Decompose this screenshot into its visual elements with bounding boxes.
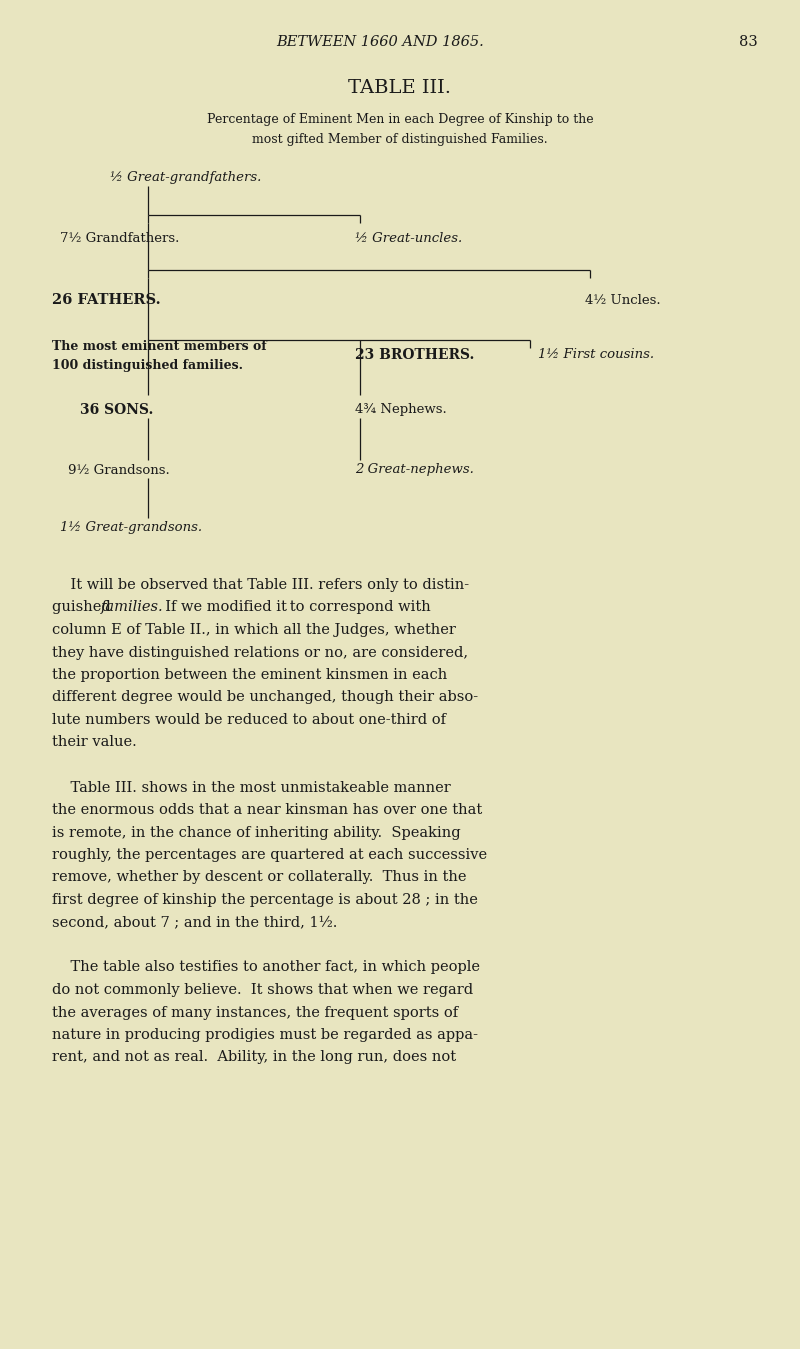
- Text: It will be observed that Table III. refers only to distin-: It will be observed that Table III. refe…: [52, 577, 469, 592]
- Text: the proportion between the eminent kinsmen in each: the proportion between the eminent kinsm…: [52, 668, 447, 683]
- Text: 2 Great-nephews.: 2 Great-nephews.: [355, 464, 474, 476]
- Text: ½ Great-uncles.: ½ Great-uncles.: [355, 232, 462, 244]
- Text: TABLE III.: TABLE III.: [349, 80, 451, 97]
- Text: rent, and not as real.  Ability, in the long run, does not: rent, and not as real. Ability, in the l…: [52, 1051, 456, 1064]
- Text: their value.: their value.: [52, 735, 137, 750]
- Text: BETWEEN 1660 AND 1865.: BETWEEN 1660 AND 1865.: [276, 35, 484, 49]
- Text: roughly, the percentages are quartered at each successive: roughly, the percentages are quartered a…: [52, 849, 487, 862]
- Text: Percentage of Eminent Men in each Degree of Kinship to the: Percentage of Eminent Men in each Degree…: [206, 113, 594, 127]
- Text: second, about 7 ; and in the third, 1½.: second, about 7 ; and in the third, 1½.: [52, 916, 338, 929]
- Text: families.: families.: [101, 600, 163, 615]
- Text: the enormous odds that a near kinsman has over one that: the enormous odds that a near kinsman ha…: [52, 803, 482, 817]
- Text: 4¾ Nephews.: 4¾ Nephews.: [355, 403, 446, 417]
- Text: ½ Great-grandfathers.: ½ Great-grandfathers.: [110, 171, 262, 185]
- Text: column E of Table II., in which all the Judges, whether: column E of Table II., in which all the …: [52, 623, 456, 637]
- Text: 9½ Grandsons.: 9½ Grandsons.: [68, 464, 170, 476]
- Text: Table III. shows in the most unmistakeable manner: Table III. shows in the most unmistakeab…: [52, 781, 450, 795]
- Text: If we modified it to correspond with: If we modified it to correspond with: [156, 600, 430, 615]
- Text: lute numbers would be reduced to about one-third of: lute numbers would be reduced to about o…: [52, 714, 446, 727]
- Text: remove, whether by descent or collaterally.  Thus in the: remove, whether by descent or collateral…: [52, 870, 466, 885]
- Text: 7½ Grandfathers.: 7½ Grandfathers.: [60, 232, 179, 244]
- Text: 1½ First cousins.: 1½ First cousins.: [538, 348, 654, 362]
- Text: 23 BROTHERS.: 23 BROTHERS.: [355, 348, 474, 362]
- Text: nature in producing prodigies must be regarded as appa-: nature in producing prodigies must be re…: [52, 1028, 478, 1041]
- Text: guished: guished: [52, 600, 115, 615]
- Text: 26 FATHERS.: 26 FATHERS.: [52, 293, 161, 308]
- Text: The most eminent members of: The most eminent members of: [52, 340, 266, 353]
- Text: 4½ Uncles.: 4½ Uncles.: [585, 294, 661, 306]
- Text: is remote, in the chance of inheriting ability.  Speaking: is remote, in the chance of inheriting a…: [52, 826, 461, 839]
- Text: the averages of many instances, the frequent sports of: the averages of many instances, the freq…: [52, 1005, 458, 1020]
- Text: 1½ Great-grandsons.: 1½ Great-grandsons.: [60, 522, 202, 534]
- Text: most gifted Member of distinguished Families.: most gifted Member of distinguished Fami…: [252, 134, 548, 147]
- Text: do not commonly believe.  It shows that when we regard: do not commonly believe. It shows that w…: [52, 983, 473, 997]
- Text: first degree of kinship the percentage is about 28 ; in the: first degree of kinship the percentage i…: [52, 893, 478, 907]
- Text: they have distinguished relations or no, are considered,: they have distinguished relations or no,…: [52, 646, 468, 660]
- Text: different degree would be unchanged, though their abso-: different degree would be unchanged, tho…: [52, 691, 478, 704]
- Text: 36 SONS.: 36 SONS.: [80, 403, 154, 417]
- Text: The table also testifies to another fact, in which people: The table also testifies to another fact…: [52, 960, 480, 974]
- Text: 83: 83: [738, 35, 758, 49]
- Text: 100 distinguished families.: 100 distinguished families.: [52, 359, 243, 371]
